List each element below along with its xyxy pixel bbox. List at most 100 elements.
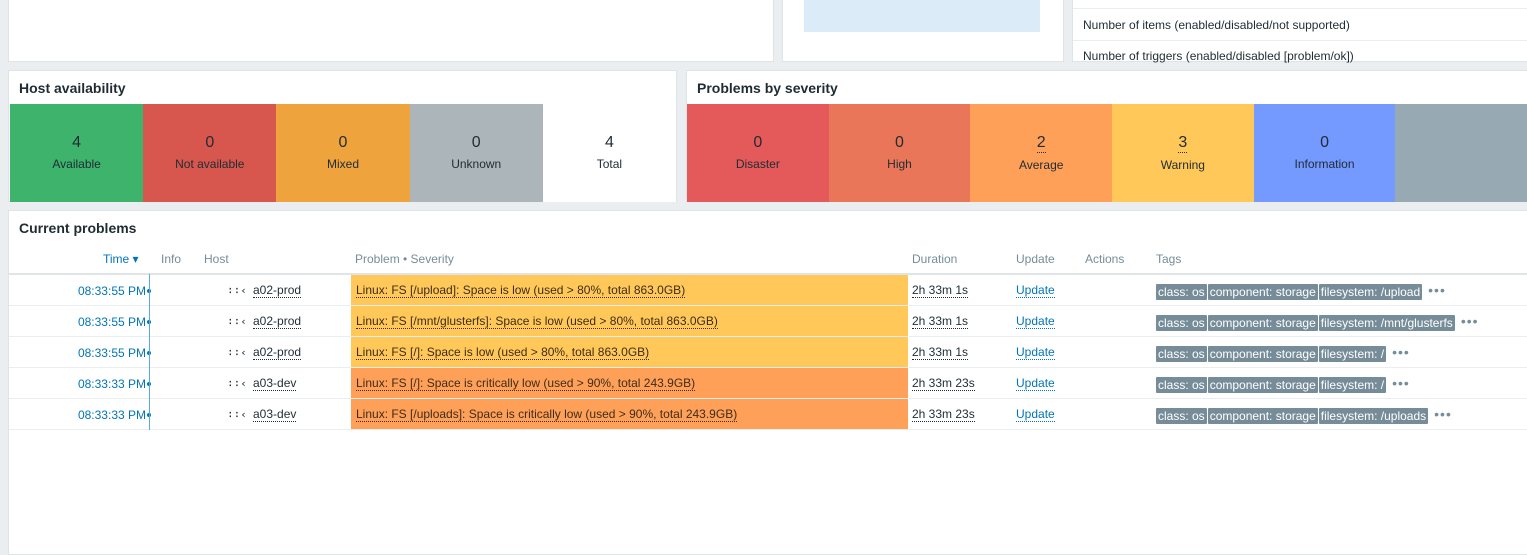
host-menu-icon[interactable]: ∶∶‹ xyxy=(227,377,247,390)
duration-link[interactable]: 2h 33m 1s xyxy=(912,283,969,298)
header-problem[interactable]: Problem • Severity xyxy=(355,252,454,266)
problem-time-link[interactable]: 08:33:55 PM xyxy=(77,346,146,360)
problem-link[interactable]: Linux: FS [/]: Space is critically low (… xyxy=(356,376,696,391)
tag-badge[interactable]: class: os xyxy=(1156,346,1207,362)
host-link[interactable]: a02-prod xyxy=(253,345,302,360)
tag-badge[interactable]: component: storage xyxy=(1207,346,1318,362)
tag-badge[interactable]: filesystem: / xyxy=(1318,377,1387,393)
sev-label: Warning xyxy=(1160,158,1205,172)
ha-value: 4 xyxy=(604,134,614,151)
tag-badge[interactable]: component: storage xyxy=(1207,284,1318,300)
host-link[interactable]: a03-dev xyxy=(253,407,297,422)
ha-label: Not available xyxy=(175,157,245,171)
ha-not-available: 0 Not available xyxy=(143,104,277,202)
header-host[interactable]: Host xyxy=(204,252,229,266)
sev-average[interactable]: 2 Average xyxy=(970,104,1113,202)
tag-badge[interactable]: class: os xyxy=(1156,315,1207,331)
tag-badge[interactable]: class: os xyxy=(1156,377,1207,393)
divider xyxy=(1073,8,1527,9)
tag-badge[interactable]: filesystem: /mnt/glusterfs xyxy=(1318,315,1455,331)
tag-badge[interactable]: filesystem: / xyxy=(1318,346,1387,362)
ha-value: 0 xyxy=(205,134,215,151)
sev-information: 0 Information xyxy=(1253,104,1396,202)
sev-warning[interactable]: 3 Warning xyxy=(1112,104,1254,202)
update-link[interactable]: Update xyxy=(1016,407,1055,422)
widget-title: Current problems xyxy=(19,220,137,236)
ha-value: 0 xyxy=(338,134,348,151)
duration-link[interactable]: 2h 33m 1s xyxy=(912,314,969,329)
host-link[interactable]: a02-prod xyxy=(253,314,302,329)
more-tags-icon[interactable]: ••• xyxy=(1392,375,1410,391)
divider xyxy=(1073,40,1527,41)
duration-link[interactable]: 2h 33m 1s xyxy=(912,345,969,360)
table-row: 08:33:55 PM ∶∶‹ a02-prod Linux: FS [/]: Spa… xyxy=(9,337,1527,368)
host-menu-icon[interactable]: ∶∶‹ xyxy=(227,408,247,421)
sev-label: Information xyxy=(1294,157,1355,171)
host-availability-widget: Host availability 4 Available 0 Not avai… xyxy=(8,70,677,202)
update-link[interactable]: Update xyxy=(1016,376,1055,391)
update-link[interactable]: Update xyxy=(1016,314,1055,329)
table-row: 08:33:33 PM ∶∶‹ a03-dev Linux: FS [/]: Spac… xyxy=(9,368,1527,399)
current-problems-widget: Current problems Time ▾ Info Host Proble… xyxy=(8,210,1527,555)
header-update: Update xyxy=(1016,252,1055,266)
widget-top-middle xyxy=(782,0,1064,62)
host-menu-icon[interactable]: ∶∶‹ xyxy=(227,346,247,359)
problem-link[interactable]: Linux: FS [/upload]: Space is low (used … xyxy=(356,283,686,298)
problems-by-severity-widget: Problems by severity 0 Disaster 0 High 2… xyxy=(686,70,1527,202)
problem-time-link[interactable]: 08:33:55 PM xyxy=(77,315,146,329)
tag-badge[interactable]: class: os xyxy=(1156,284,1207,300)
more-tags-icon[interactable]: ••• xyxy=(1434,406,1452,422)
problem-link[interactable]: Linux: FS [/mnt/glusterfs]: Space is low… xyxy=(356,314,718,329)
update-link[interactable]: Update xyxy=(1016,283,1055,298)
sev-disaster: 0 Disaster xyxy=(687,104,829,202)
header-time[interactable]: Time ▾ xyxy=(103,252,139,266)
tag-badge[interactable]: component: storage xyxy=(1207,408,1318,424)
severity-background xyxy=(351,399,908,429)
tags-cell: class: os component: storage filesystem: /… xyxy=(1156,282,1446,300)
ha-unknown: 0 Unknown xyxy=(409,104,543,202)
sev-value[interactable]: 2 xyxy=(1036,134,1046,153)
host-link[interactable]: a03-dev xyxy=(253,376,297,391)
ha-label: Mixed xyxy=(327,157,360,171)
problem-link[interactable]: Linux: FS [/uploads]: Space is criticall… xyxy=(356,407,738,422)
host-menu-icon[interactable]: ∶∶‹ xyxy=(227,315,247,328)
problem-link[interactable]: Linux: FS [/]: Space is low (used > 80%,… xyxy=(356,345,650,360)
sev-label: Disaster xyxy=(735,157,780,171)
more-tags-icon[interactable]: ••• xyxy=(1428,282,1446,298)
tag-badge[interactable]: filesystem: /uploads xyxy=(1318,408,1429,424)
problem-time-link[interactable]: 08:33:55 PM xyxy=(77,284,146,298)
host-link[interactable]: a02-prod xyxy=(253,283,302,298)
sev-label: Average xyxy=(1018,158,1064,172)
update-link[interactable]: Update xyxy=(1016,345,1055,360)
header-divider xyxy=(9,273,1527,275)
sysinfo-items-label: Number of items (enabled/disabled/not su… xyxy=(1083,18,1350,32)
ha-mixed: 0 Mixed xyxy=(276,104,410,202)
duration-link[interactable]: 2h 33m 23s xyxy=(912,376,975,391)
severity-background xyxy=(351,368,908,398)
header-info: Info xyxy=(161,252,182,266)
ha-label: Total xyxy=(596,157,623,171)
host-menu-icon[interactable]: ∶∶‹ xyxy=(227,284,247,297)
header-tags: Tags xyxy=(1156,252,1182,266)
more-tags-icon[interactable]: ••• xyxy=(1392,344,1410,360)
ha-available: 4 Available xyxy=(10,104,144,202)
tag-badge[interactable]: class: os xyxy=(1156,408,1207,424)
ha-value: 0 xyxy=(471,134,481,151)
ha-label: Unknown xyxy=(451,157,502,171)
table-row: 08:33:55 PM ∶∶‹ a02-prod Linux: FS [/upload… xyxy=(9,275,1527,306)
row-divider xyxy=(9,336,1527,337)
sev-high: 0 High xyxy=(828,104,971,202)
widget-title: Host availability xyxy=(19,80,126,96)
tag-badge[interactable]: filesystem: /upload xyxy=(1318,284,1423,300)
ha-value: 4 xyxy=(72,134,82,151)
tag-badge[interactable]: component: storage xyxy=(1207,377,1318,393)
tags-cell: class: os component: storage filesystem: /… xyxy=(1156,375,1410,393)
header-actions: Actions xyxy=(1085,252,1125,266)
problem-time-link[interactable]: 08:33:33 PM xyxy=(77,408,146,422)
duration-link[interactable]: 2h 33m 23s xyxy=(912,407,975,422)
sev-value: 0 xyxy=(753,134,763,151)
more-tags-icon[interactable]: ••• xyxy=(1460,313,1479,329)
tag-badge[interactable]: component: storage xyxy=(1207,315,1318,331)
problem-time-link[interactable]: 08:33:33 PM xyxy=(77,377,146,391)
sev-value[interactable]: 3 xyxy=(1178,134,1188,153)
